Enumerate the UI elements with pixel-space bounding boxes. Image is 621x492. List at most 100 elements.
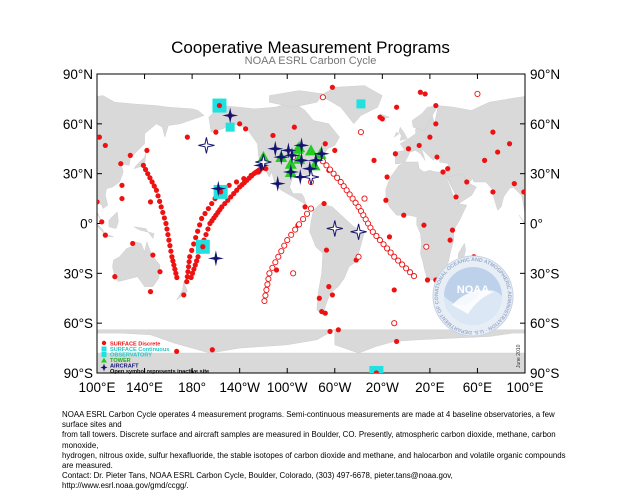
ship-sample-marker: [163, 220, 169, 227]
ship-sample-marker: [225, 197, 231, 203]
surface-site-marker: [449, 227, 456, 233]
lon-label: 140°W: [219, 380, 260, 395]
surface-site-marker: [147, 289, 154, 295]
lon-label: 60°W: [318, 380, 351, 395]
caption: NOAA ESRL Carbon Cycle operates 4 measur…: [62, 410, 572, 492]
ship-sample-marker: [326, 166, 334, 173]
observatory-site-dot: [200, 244, 206, 250]
surface-site-marker: [118, 161, 124, 167]
land-shape: [398, 126, 408, 141]
ship-sample-marker: [261, 297, 268, 305]
land-shape: [319, 85, 383, 125]
aircraft-marker: [292, 169, 309, 185]
ship-sample-marker: [269, 264, 276, 271]
surface-site-marker: [464, 179, 470, 185]
lat-label-left: 90°N: [63, 67, 93, 82]
caption-line-2: from tall towers. Discrete surface and a…: [62, 430, 556, 450]
surface-site-marker: [329, 292, 335, 298]
ship-sample-marker: [278, 248, 285, 255]
ship-sample-marker: [167, 243, 173, 249]
ship-sample-marker: [153, 187, 160, 193]
legend-surface-icon: [101, 340, 107, 346]
surface-site-marker: [327, 328, 333, 335]
aircraft-marker: [269, 175, 286, 192]
surface-site-marker: [323, 247, 330, 253]
lon-labels: 100°E 140°E 180° 140°W 100°W 60°W 20°W 20°E 60°E…: [79, 380, 544, 395]
ship-sample-marker: [187, 254, 193, 260]
ship-sample-marker: [199, 215, 205, 222]
lat-label-right: 90°N: [530, 67, 560, 82]
lat-label-left: 60°S: [64, 316, 93, 331]
legend-aircraft-label: AIRCRAFT: [110, 364, 139, 370]
legend: SURFACE Discrete SURFACE Continuous OBSE…: [100, 340, 209, 375]
ship-sample-marker: [191, 266, 197, 272]
ship-sample-marker: [292, 226, 299, 233]
inactive-site-marker: [319, 94, 326, 101]
surface-site-marker: [511, 181, 517, 187]
surface-site-marker: [181, 292, 187, 298]
ship-sample-marker: [384, 245, 391, 252]
surface-site-marker: [291, 124, 297, 130]
ship-sample-marker: [174, 274, 180, 281]
surface-site-marker: [321, 200, 327, 207]
surface-site-marker: [127, 152, 133, 158]
land-shape: [176, 281, 188, 301]
ship-sample-marker: [205, 205, 211, 212]
ship-sample-marker: [346, 191, 353, 198]
surface-site-marker: [490, 129, 496, 135]
ship-sample-marker: [191, 241, 197, 247]
ship-sample-marker: [340, 183, 347, 190]
ship-sample-marker: [303, 210, 311, 217]
observatory-marker: [369, 366, 384, 373]
ship-sample-marker: [233, 179, 240, 185]
ship-sample-marker: [284, 237, 291, 244]
tower-marker: [284, 157, 297, 169]
caption-line-4: Contact: Dr. Pieter Tans, NOAA ESRL Carb…: [62, 471, 453, 491]
observatory-site-dot: [216, 102, 223, 109]
surface-site-marker: [383, 197, 389, 203]
surface-site-marker: [130, 240, 136, 247]
ship-sample-marker: [349, 195, 356, 202]
lon-label: 20°E: [415, 380, 444, 395]
ship-sample-marker: [147, 175, 153, 181]
ship-sample-marker: [237, 184, 243, 190]
ship-sample-marker: [166, 237, 172, 243]
continuous-site-marker: [225, 122, 235, 132]
caption-line-3: hydrogen, nitrous oxide, sulfur hexafluo…: [62, 450, 566, 471]
aircraft-inactive-marker: [350, 223, 367, 240]
ship-sample-marker: [160, 209, 166, 216]
surface-site-marker: [119, 182, 125, 188]
ship-sample-marker: [264, 281, 271, 288]
land-shape: [532, 234, 542, 237]
ship-sample-marker: [387, 249, 394, 256]
aircraft-marker: [253, 157, 270, 174]
caption-line-1: NOAA ESRL Carbon Cycle operates 4 measur…: [62, 410, 555, 430]
ship-sample-marker: [352, 199, 359, 206]
surface-site-marker: [453, 194, 459, 200]
surface-site-marker: [174, 348, 180, 355]
ship-sample-marker: [307, 205, 315, 212]
aircraft-marker: [293, 137, 310, 154]
ship-sample-marker: [169, 254, 175, 260]
ship-sample-marker: [231, 191, 237, 197]
land-shape: [30, 243, 37, 265]
ship-sample-marker: [296, 221, 303, 228]
ship-sample-marker: [188, 274, 194, 281]
surface-site-marker: [384, 174, 390, 180]
aircraft-marker: [280, 142, 297, 159]
ship-sample-marker: [195, 228, 201, 234]
legend-tower-icon: [101, 357, 107, 363]
lon-label: 180°: [178, 380, 206, 395]
surface-site-marker: [270, 132, 276, 139]
land-shape: [0, 106, 10, 131]
aircraft-marker: [307, 152, 324, 169]
surface-site-marker: [416, 142, 422, 149]
surface-site-marker: [157, 269, 163, 275]
surface-site-marker: [237, 121, 243, 127]
ship-sample-marker: [155, 193, 161, 199]
site-markers: [97, 84, 525, 373]
ship-sample-marker: [263, 286, 270, 293]
land-shape: [518, 215, 525, 226]
land-shape: [108, 211, 119, 229]
aircraft-inactive-marker: [302, 168, 320, 186]
